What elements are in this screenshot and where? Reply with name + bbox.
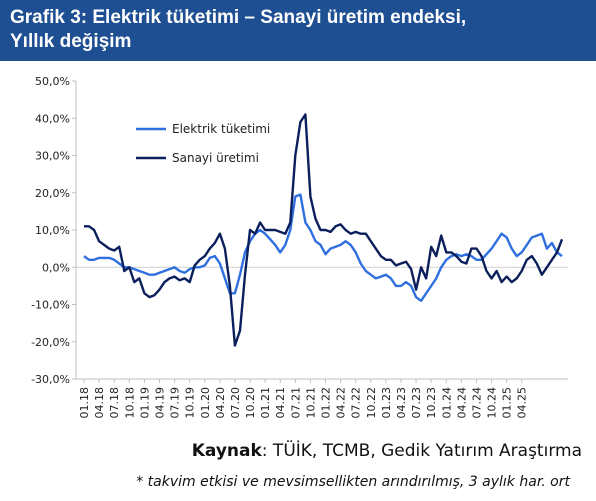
x-tick-label: 07.23 [410, 387, 423, 419]
x-tick-label: 10.23 [425, 387, 438, 419]
source-line: Kaynak: TÜİK, TCMB, Gedik Yatırım Araştı… [192, 441, 582, 461]
sanayi-series-line [84, 113, 564, 347]
source-label: Kaynak [191, 441, 262, 461]
x-tick-label: 01.24 [440, 387, 453, 419]
x-tick-label: 04.23 [395, 387, 408, 419]
line-chart: -30,0% -20,0% -10,0% 0,0% 10,0% 20,0% 30,0% 40,… [31, 75, 568, 419]
x-tick-label: 01.25 [501, 387, 514, 419]
x-tick-label: 10.18 [123, 387, 136, 419]
x-tick-label: 01.22 [320, 387, 333, 419]
x-tick-label: 07.18 [108, 387, 121, 419]
x-tick-label: 10.19 [184, 387, 197, 419]
x-tick-label: 04.21 [274, 387, 287, 419]
x-tick-label: 07.22 [350, 387, 363, 419]
x-tick-label: 07.24 [470, 387, 483, 419]
x-tick-label: 04.19 [153, 387, 166, 419]
x-tick-label: 01.23 [380, 387, 393, 419]
x-tick-label: 07.21 [289, 387, 302, 419]
x-tick-label: 07.19 [169, 387, 182, 419]
chart-header: Grafik 3: Elektrik tüketimi – Sanayi üre… [0, 0, 596, 61]
y-tick-label: 0,0% [42, 261, 70, 274]
x-tick-label: 01.18 [78, 387, 91, 419]
footnote: * takvim etkisi ve mevsimsellikten arınd… [136, 474, 570, 490]
y-tick-label: 20,0% [35, 187, 70, 200]
x-tick-label: 01.20 [199, 387, 212, 419]
x-tick-label: 10.21 [304, 387, 317, 419]
y-tick-label: -30,0% [31, 373, 70, 386]
y-tick-label: 50,0% [35, 75, 70, 88]
x-tick-label: 04.24 [455, 387, 468, 419]
y-tick-label: -20,0% [31, 336, 70, 349]
x-tick-label: 04.20 [214, 387, 227, 419]
x-tick-label: 07.20 [229, 387, 242, 419]
x-tick-label: 04.22 [335, 387, 348, 419]
y-tick-label: 40,0% [35, 112, 70, 125]
x-tick-label: 01.21 [259, 387, 272, 419]
chart-title-line1: Grafik 3: Elektrik tüketimi – Sanayi üre… [10, 7, 467, 28]
x-tick-label: 04.18 [93, 387, 106, 419]
y-tick-label: 30,0% [35, 150, 70, 163]
legend-sanayi-label: Sanayi üretimi [172, 151, 259, 165]
y-tick-label: 10,0% [35, 224, 70, 237]
source-text: : TÜİK, TCMB, Gedik Yatırım Araştırma [261, 441, 582, 461]
x-tick-label: 10.20 [244, 387, 257, 419]
chart-title-line2: Yıllık değişim [10, 31, 132, 52]
legend-elektrik-label: Elektrik tüketimi [172, 122, 270, 136]
x-tick-label: 01.19 [138, 387, 151, 419]
elektrik-series-line [83, 193, 563, 303]
y-tick-label: -10,0% [31, 299, 70, 312]
x-tick-label: 04.25 [516, 387, 529, 419]
x-tick-label: 10.24 [486, 387, 499, 419]
x-tick-label: 10.22 [365, 387, 378, 419]
